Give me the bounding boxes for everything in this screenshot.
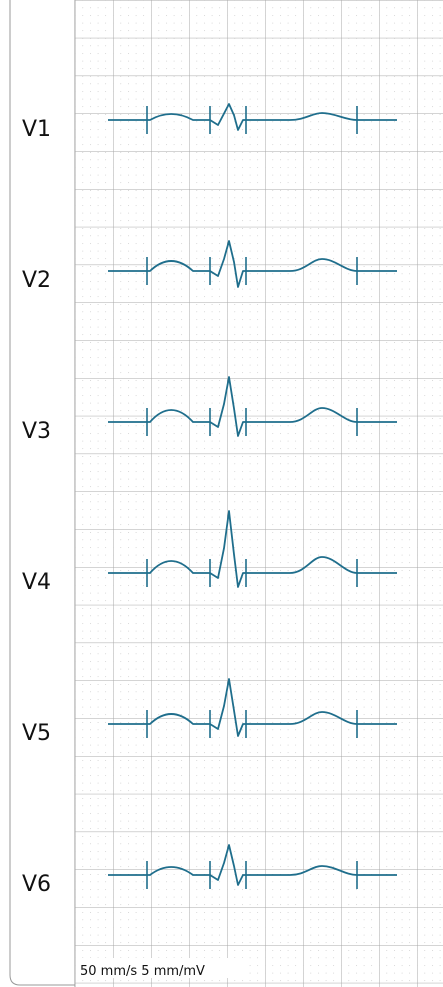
ecg-trace (108, 510, 397, 588)
lead-label: V2 (22, 268, 51, 293)
lead-label: V6 (22, 872, 51, 897)
lead-label: V1 (22, 117, 51, 142)
ecg-trace (108, 844, 397, 886)
lead-label: V4 (22, 570, 51, 595)
ecg-trace (108, 376, 397, 437)
traces (108, 103, 397, 889)
footer-bg (77, 958, 247, 978)
lead-label: V3 (22, 419, 51, 444)
ecg-trace (108, 103, 397, 131)
ecg-trace (108, 678, 397, 737)
footer-text: 50 mm/s 5 mm/mV (80, 964, 205, 979)
lead-label: V5 (22, 721, 51, 746)
major-grid (75, 0, 443, 987)
sheet-border (9, 0, 76, 987)
ecg-trace (108, 240, 397, 288)
